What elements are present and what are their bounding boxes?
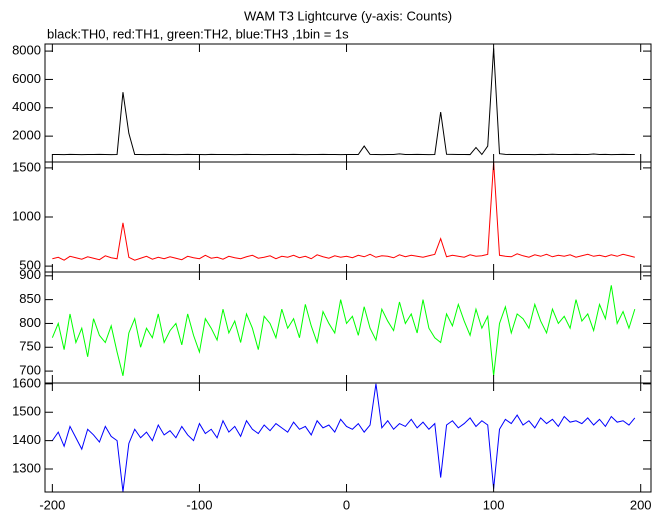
x-tick-label: -100 [186,497,212,512]
y-tick-label: 4000 [12,99,41,114]
y-tick-label: 1400 [12,432,41,447]
y-tick-label: 700 [19,363,41,378]
chart-subtitle: black:TH0, red:TH1, green:TH2, blue:TH3 … [47,26,349,41]
y-tick-label: 1000 [12,208,41,223]
panel-frame [44,43,652,163]
y-tick-label: 1500 [12,404,41,419]
y-tick-label: 6000 [12,71,41,86]
y-tick-label: 900 [19,267,41,282]
x-tick-label: -200 [39,497,65,512]
x-tick-label: 100 [483,497,505,512]
light-curve [52,48,635,156]
y-tick-label: 1500 [12,159,41,174]
y-tick-label: 8000 [12,43,41,58]
y-tick-label: 500 [19,258,41,273]
x-tick-label: 0 [343,497,350,512]
x-tick-label: 200 [630,497,652,512]
light-curve [51,383,636,492]
y-tick-label: 1600 [12,375,41,390]
light-curve [51,285,636,376]
y-tick-label: 2000 [12,128,41,143]
panel-frame [44,271,652,384]
chart-title: WAM T3 Lightcurve (y-axis: Counts) [244,8,452,23]
y-tick-label: 850 [19,291,41,306]
y-tick-label: 800 [19,315,41,330]
panel-frame [44,382,652,493]
light-curve [52,162,635,261]
y-tick-label: 1300 [12,460,41,475]
y-tick-label: 750 [19,339,41,354]
